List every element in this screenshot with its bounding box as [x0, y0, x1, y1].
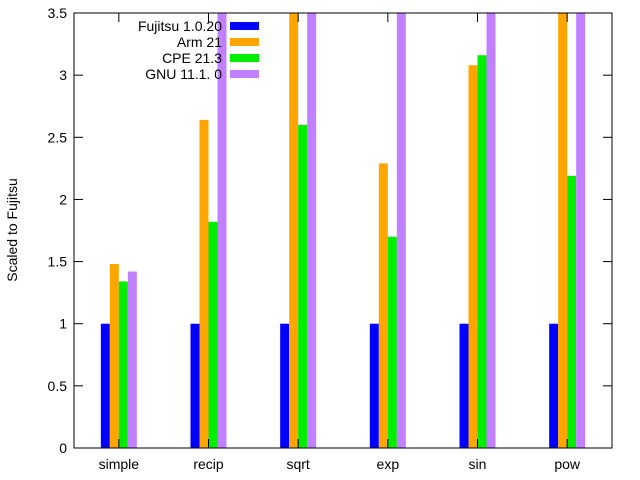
x-tick-label-sqrt: sqrt — [286, 456, 309, 472]
bar-simple-series-3 — [127, 271, 137, 448]
bar-sqrt-series-1 — [289, 13, 299, 448]
legend-label-3: GNU 11.1. 0 — [145, 66, 222, 82]
bar-recip-series-0 — [190, 323, 200, 448]
bar-sin-series-0 — [459, 323, 469, 448]
bar-exp-series-2 — [387, 236, 397, 448]
y-tick-label: 1 — [59, 316, 67, 332]
legend-label-0: Fujitsu 1.0.20 — [138, 18, 222, 34]
legend-swatch-0 — [230, 22, 259, 30]
bar-pow-series-2 — [567, 175, 577, 449]
bar-exp-series-1 — [378, 163, 388, 448]
bar-recip-series-1 — [199, 119, 209, 448]
bar-simple-series-1 — [109, 264, 119, 448]
plot-frame — [73, 12, 613, 449]
legend-label-1: Arm 21 — [177, 34, 222, 50]
bar-sqrt-series-2 — [298, 124, 308, 448]
bars-layer — [100, 13, 586, 449]
legend-swatch-3 — [230, 70, 259, 78]
bar-pow-series-3 — [576, 13, 586, 448]
bar-sqrt-series-3 — [307, 13, 317, 448]
bar-pow-series-1 — [558, 13, 568, 448]
x-tick-label-sin: sin — [469, 456, 487, 472]
legend-swatch-1 — [230, 38, 259, 46]
bar-recip-series-3 — [217, 13, 227, 448]
bar-simple-series-0 — [100, 323, 110, 448]
y-tick-label: 3 — [59, 67, 67, 83]
x-tick-label-pow: pow — [554, 456, 581, 472]
y-tick-label: 0 — [59, 440, 67, 456]
bar-exp-series-0 — [369, 323, 379, 448]
x-tick-label-recip: recip — [193, 456, 224, 472]
y-tick-label: 1.5 — [48, 254, 68, 270]
bar-exp-series-3 — [396, 13, 406, 448]
y-tick-label: 2 — [59, 191, 67, 207]
y-axis-label: Scaled to Fujitsu — [4, 178, 20, 282]
y-tick-label: 3.5 — [48, 5, 68, 21]
bar-sin-series-1 — [468, 65, 478, 448]
x-axis-ticks: simple recip sqrt exp sin pow — [99, 13, 581, 472]
x-tick-label-exp: exp — [377, 456, 400, 472]
y-tick-label: 2.5 — [48, 129, 68, 145]
bar-sin-series-3 — [486, 13, 496, 448]
y-tick-label: 0.5 — [48, 378, 68, 394]
bar-recip-series-2 — [208, 221, 218, 448]
legend-swatch-2 — [230, 54, 259, 62]
bar-pow-series-0 — [549, 323, 559, 448]
bar-sqrt-series-0 — [280, 323, 290, 448]
bar-sin-series-2 — [477, 55, 487, 448]
y-axis-ticks: 0 0.5 1 1.5 2 2.5 3 3.5 — [48, 5, 612, 456]
x-tick-label-simple: simple — [99, 456, 140, 472]
bar-simple-series-2 — [118, 281, 128, 448]
legend-label-2: CPE 21.3 — [162, 50, 222, 66]
